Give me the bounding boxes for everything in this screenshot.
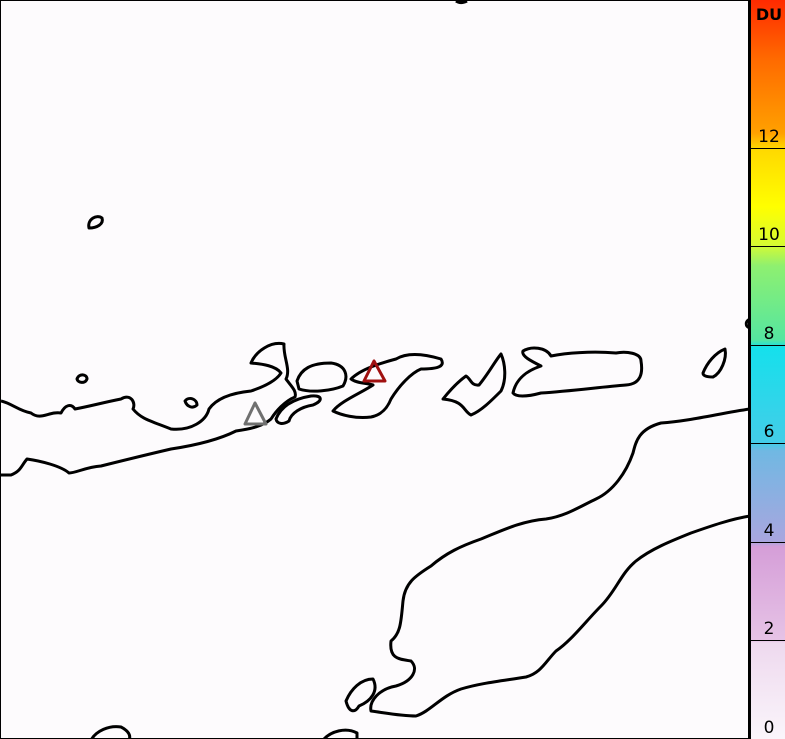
colorbar-tick-label: 2: [763, 619, 775, 640]
map-panel: [0, 0, 750, 739]
colorbar-tick-label: 10: [758, 225, 780, 246]
colorbar-tick-label: 0: [763, 718, 775, 738]
colorbar-tick: [751, 246, 785, 248]
coastline-small-island-south: [344, 677, 377, 713]
colorbar-tick-label: 12: [758, 126, 780, 147]
colorbar-tick: [751, 443, 785, 445]
coastline-large-island-timor: [369, 407, 750, 718]
coastline-small-island-2: [183, 396, 199, 409]
volcano-marker-red: [362, 359, 387, 383]
coastline-top-edge: [455, 1, 468, 4]
coastline-island-5: [441, 352, 507, 417]
colorbar-unit: DU: [755, 5, 783, 24]
coastline-island-2: [295, 361, 348, 393]
coastline-small-island: [75, 373, 89, 384]
colorbar-tick: [751, 344, 785, 346]
colorbar-tick-label: 8: [763, 323, 775, 344]
coastline-island-3: [274, 394, 322, 425]
coastline-island-4: [331, 353, 444, 419]
volcano-marker-gray: [243, 401, 268, 426]
colorbar-tick: [751, 541, 785, 543]
coastline-island-6: [511, 346, 644, 398]
colorbar: DU 0 2 4 6 8 10 12: [749, 0, 785, 739]
coastline-island-7: [701, 347, 727, 379]
colorbar-tick: [751, 640, 785, 642]
coastline-south-edge: [89, 725, 132, 739]
coastline-island-edge: [744, 317, 750, 330]
colorbar-tick: [751, 147, 785, 149]
coastline-layer: [1, 1, 750, 739]
coastline-small-island-nw: [87, 215, 104, 230]
coastline-island-west: [1, 341, 297, 477]
colorbar-tick-label: 4: [763, 520, 775, 541]
coastline-south-edge-2: [321, 728, 359, 739]
colorbar-tick-label: 6: [763, 422, 775, 443]
